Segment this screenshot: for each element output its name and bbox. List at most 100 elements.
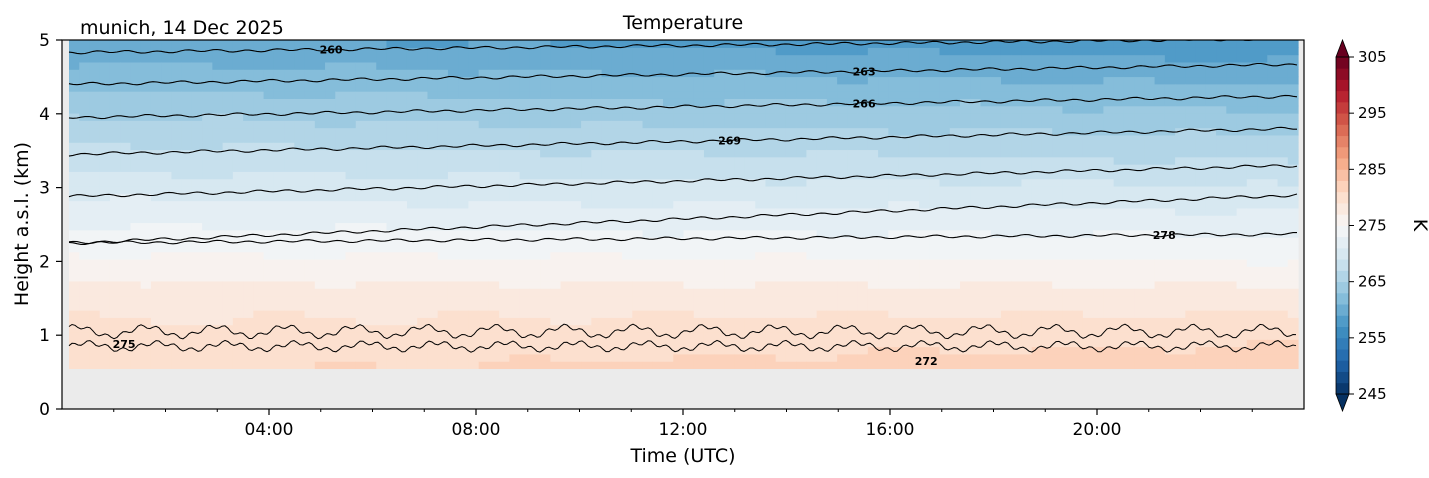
field-cell: [243, 171, 254, 180]
field-cell: [171, 229, 183, 238]
field-cell: [1103, 83, 1115, 92]
field-cell: [1185, 149, 1197, 158]
field-cell: [1154, 178, 1166, 187]
field-cell: [1093, 76, 1105, 85]
field-cell: [622, 273, 633, 282]
field-cell: [898, 200, 910, 209]
field-cell: [386, 54, 398, 63]
field-cell: [1041, 98, 1053, 107]
field-cell: [499, 324, 510, 333]
field-cell: [232, 69, 244, 78]
field-cell: [1195, 200, 1207, 209]
field-cell: [560, 61, 572, 70]
field-cell: [581, 310, 592, 318]
field-cell: [775, 98, 787, 107]
field-cell: [581, 98, 592, 107]
field-cell: [488, 346, 500, 355]
field-cell: [960, 302, 971, 311]
field-cell: [109, 346, 121, 355]
field-cell: [232, 295, 244, 304]
field-cell: [611, 266, 623, 275]
field-cell: [468, 185, 480, 194]
field-cell: [345, 61, 357, 70]
field-cell: [826, 54, 838, 63]
field-cell: [683, 222, 695, 231]
field-cell: [908, 237, 920, 245]
field-cell: [335, 244, 347, 253]
field-cell: [253, 266, 265, 275]
field-cell: [806, 251, 818, 260]
field-cell: [1052, 361, 1064, 370]
field-cell: [366, 251, 377, 260]
field-cell: [468, 98, 480, 107]
field-cell: [222, 76, 234, 85]
field-cell: [908, 112, 920, 121]
field-cell: [642, 98, 654, 107]
field-cell: [89, 215, 101, 224]
field-cell: [540, 185, 551, 194]
field-cell: [601, 112, 613, 121]
field-cell: [1123, 361, 1135, 370]
field-cell: [468, 47, 480, 56]
field-cell: [867, 127, 879, 136]
field-cell: [406, 346, 418, 355]
field-cell: [1031, 142, 1043, 151]
field-cell: [1195, 273, 1207, 282]
field-cell: [140, 361, 152, 370]
field-cell: [980, 69, 992, 78]
field-cell: [222, 127, 234, 136]
field-cell: [857, 112, 869, 121]
field-cell: [345, 331, 357, 340]
field-cell: [714, 207, 726, 216]
field-cell: [335, 91, 347, 99]
field-cell: [488, 185, 500, 194]
field-cell: [458, 164, 470, 172]
field-cell: [591, 302, 603, 311]
field-cell: [734, 91, 746, 99]
field-cell: [120, 302, 132, 311]
field-cell: [212, 317, 224, 326]
field-cell: [837, 288, 848, 297]
field-cell: [458, 229, 470, 238]
field-cell: [1103, 222, 1115, 231]
field-cell: [1103, 237, 1115, 245]
field-cell: [816, 215, 828, 224]
field-cell: [89, 164, 101, 172]
field-cell: [755, 76, 767, 85]
field-cell: [1164, 361, 1176, 370]
field-cell: [161, 310, 173, 318]
field-cell: [806, 222, 818, 231]
field-cell: [1134, 229, 1145, 238]
field-cell: [376, 222, 388, 231]
field-cell: [99, 134, 111, 143]
field-cell: [540, 164, 551, 172]
field-cell: [376, 112, 388, 121]
field-cell: [79, 156, 91, 165]
field-cell: [1185, 346, 1197, 355]
field-cell: [775, 120, 787, 129]
field-cell: [284, 178, 295, 187]
field-cell: [499, 112, 510, 121]
field-cell: [294, 295, 306, 304]
field-cell: [202, 127, 213, 136]
field-cell: [99, 83, 111, 92]
field-cell: [581, 112, 592, 121]
field-cell: [212, 91, 224, 99]
field-cell: [1041, 280, 1053, 289]
field-cell: [120, 266, 132, 275]
field-cell: [847, 61, 859, 70]
field-cell: [140, 266, 152, 275]
field-cell: [1144, 310, 1156, 318]
field-cell: [130, 54, 142, 63]
field-cell: [939, 105, 951, 114]
field-cell: [908, 273, 920, 282]
field-cell: [1082, 310, 1094, 318]
field-cell: [89, 207, 101, 216]
field-cell: [1113, 361, 1125, 370]
field-cell: [888, 237, 900, 245]
field-cell: [642, 164, 654, 172]
field-cell: [919, 149, 930, 158]
field-cell: [386, 317, 398, 326]
field-cell: [120, 120, 132, 129]
field-cell: [478, 258, 490, 267]
